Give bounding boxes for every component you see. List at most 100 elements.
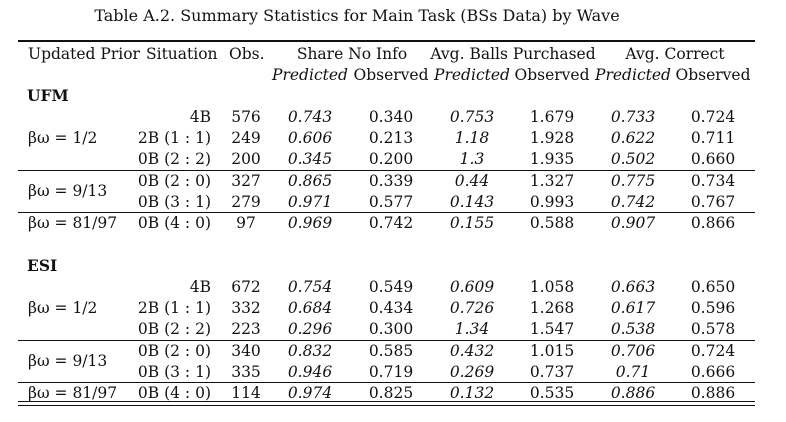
cell-situation: 4B [189, 278, 211, 296]
cell-sni-obs: 0.340 [368, 108, 414, 126]
cell-obs: 327 [231, 171, 261, 190]
cell-sni-pred: 0.345 [287, 150, 333, 169]
cell-balls-pred: 0.726 [449, 299, 495, 318]
prior-label: βω = 9/13 [28, 182, 108, 201]
cell-corr-pred: 0.538 [610, 320, 656, 339]
cell-balls-obs: 1.928 [529, 129, 575, 148]
cell-balls-pred: 0.44 [454, 171, 490, 190]
cell-situation: 0B (4 : 0) [137, 214, 211, 232]
cell-corr-obs: 0.596 [690, 299, 736, 318]
cell-balls-obs: 0.588 [529, 214, 575, 232]
cell-balls-pred: 0.143 [449, 192, 495, 211]
cell-sni-pred: 0.606 [287, 129, 333, 148]
subheader-corr-predicted: Predicted [595, 66, 671, 84]
cell-sni-pred: 0.865 [287, 171, 333, 190]
cell-balls-pred: 1.34 [454, 320, 490, 339]
cell-corr-pred: 0.622 [610, 129, 656, 148]
cell-corr-pred: 0.742 [610, 192, 656, 211]
cell-corr-obs: 0.767 [690, 192, 736, 211]
cell-balls-obs: 0.737 [529, 362, 575, 381]
cell-corr-obs: 0.650 [690, 278, 736, 296]
cell-situation: 4B [189, 108, 211, 126]
cell-corr-pred: 0.71 [615, 362, 651, 381]
cell-sni-pred: 0.946 [287, 362, 333, 381]
cell-sni-pred: 0.296 [287, 320, 333, 339]
cell-situation: 2B (1 : 1) [137, 299, 211, 318]
cell-sni-pred: 0.754 [287, 278, 333, 296]
bottom-rule-1 [18, 401, 755, 402]
cell-corr-obs: 0.734 [690, 171, 736, 190]
group-rule [18, 382, 755, 383]
cell-obs: 332 [231, 299, 261, 318]
cell-sni-obs: 0.434 [368, 299, 414, 318]
header-updated-prior: Updated Prior [28, 45, 140, 63]
cell-obs: 97 [236, 214, 256, 232]
cell-sni-obs: 0.719 [368, 362, 414, 381]
cell-obs: 576 [231, 108, 261, 126]
cell-obs: 223 [231, 320, 261, 339]
cell-sni-pred: 0.971 [287, 192, 333, 211]
cell-sni-obs: 0.300 [368, 320, 414, 339]
group-rule [18, 212, 755, 213]
prior-label: βω = 9/13 [28, 352, 108, 371]
cell-balls-obs: 1.058 [529, 278, 575, 296]
cell-balls-obs: 1.935 [529, 150, 575, 169]
cell-corr-pred: 0.706 [610, 341, 656, 360]
header-share-no-info: Share No Info [296, 45, 408, 63]
cell-corr-pred: 0.775 [610, 171, 656, 190]
cell-corr-pred: 0.617 [610, 299, 656, 318]
cell-sni-obs: 0.549 [368, 278, 414, 296]
cell-balls-obs: 1.547 [529, 320, 575, 339]
cell-situation: 0B (2 : 2) [137, 320, 211, 339]
cell-situation: 0B (2 : 2) [137, 150, 211, 169]
cell-obs: 340 [231, 341, 261, 360]
cell-balls-pred: 0.155 [449, 214, 495, 232]
cell-corr-pred: 0.907 [610, 214, 656, 232]
cell-obs: 114 [231, 384, 261, 402]
cell-corr-obs: 0.660 [690, 150, 736, 169]
cell-balls-pred: 1.3 [459, 150, 485, 169]
cell-corr-obs: 0.886 [690, 384, 736, 402]
cell-sni-obs: 0.200 [368, 150, 414, 169]
cell-sni-obs: 0.577 [368, 192, 414, 211]
subheader-corr-observed: Observed [675, 66, 751, 84]
cell-obs: 200 [231, 150, 261, 169]
cell-situation: 0B (2 : 0) [137, 341, 211, 360]
cell-balls-obs: 1.015 [529, 341, 575, 360]
cell-corr-pred: 0.663 [610, 278, 656, 296]
header-avg-correct: Avg. Correct [625, 45, 725, 63]
cell-situation: 0B (2 : 0) [137, 171, 211, 190]
top-rule [18, 40, 755, 42]
cell-corr-obs: 0.724 [690, 108, 736, 126]
cell-balls-obs: 1.268 [529, 299, 575, 318]
cell-obs: 249 [231, 129, 261, 148]
cell-corr-obs: 0.666 [690, 362, 736, 381]
cell-balls-obs: 1.679 [529, 108, 575, 126]
cell-sni-pred: 0.974 [287, 384, 333, 402]
cell-sni-pred: 0.743 [287, 108, 333, 126]
cell-sni-obs: 0.585 [368, 341, 414, 360]
cell-corr-obs: 0.724 [690, 341, 736, 360]
cell-situation: 0B (4 : 0) [137, 384, 211, 402]
cell-sni-pred: 0.832 [287, 341, 333, 360]
cell-situation: 0B (3 : 1) [137, 362, 211, 381]
header-situation: Situation [146, 45, 218, 63]
prior-label: βω = 1/2 [28, 299, 98, 318]
cell-balls-pred: 0.132 [449, 384, 495, 402]
cell-balls-pred: 0.432 [449, 341, 495, 360]
cell-corr-obs: 0.711 [690, 129, 736, 148]
prior-label: βω = 81/97 [28, 214, 118, 232]
cell-sni-obs: 0.213 [368, 129, 414, 148]
cell-corr-pred: 0.733 [610, 108, 656, 126]
table-title: Table A.2. Summary Statistics for Main T… [94, 6, 620, 25]
cell-obs: 672 [231, 278, 261, 296]
section-label-esi: ESI [27, 256, 58, 275]
cell-balls-pred: 0.269 [449, 362, 495, 381]
cell-balls-obs: 0.535 [529, 384, 575, 402]
group-rule [18, 169, 755, 171]
cell-balls-pred: 1.18 [454, 129, 490, 148]
subheader-balls-observed: Observed [514, 66, 590, 84]
cell-balls-pred: 0.753 [449, 108, 495, 126]
cell-corr-obs: 0.578 [690, 320, 736, 339]
header-avg-balls: Avg. Balls Purchased [430, 45, 596, 63]
